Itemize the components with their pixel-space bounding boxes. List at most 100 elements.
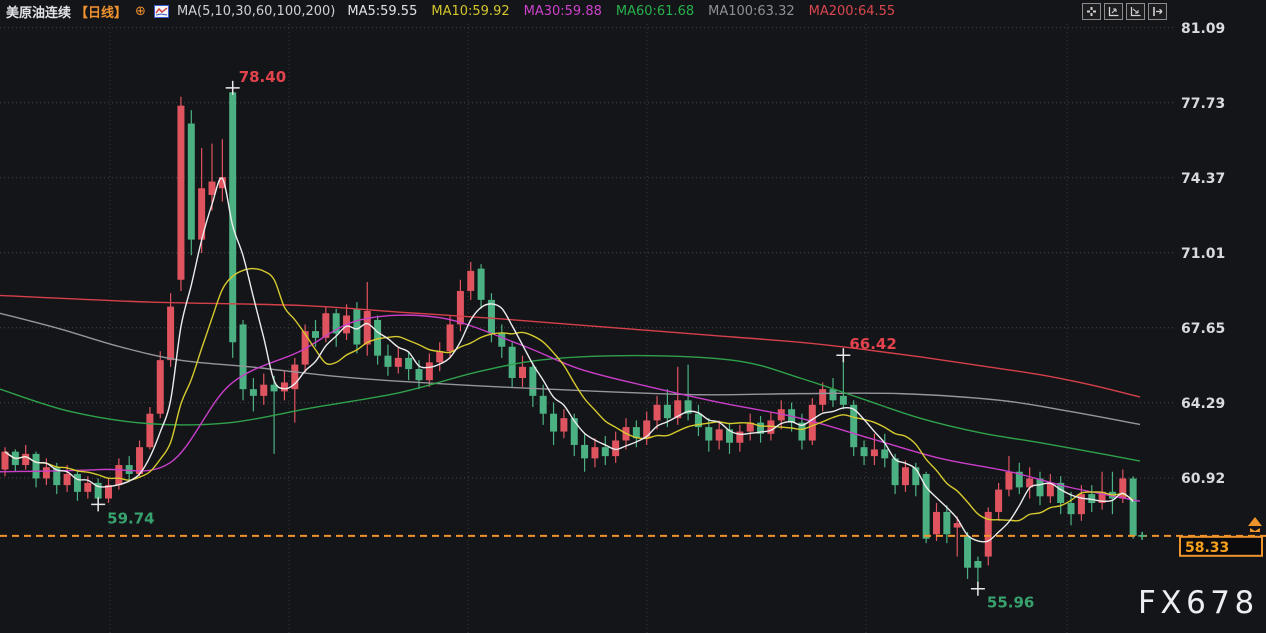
candle-body xyxy=(94,482,102,499)
ma-settings-label[interactable]: MA(5,10,30,60,100,200) xyxy=(176,3,336,19)
ma-legend-item-ma100[interactable]: MA100:63.32 xyxy=(708,3,795,19)
candle-body xyxy=(560,418,568,432)
y-axis-label: 60.92 xyxy=(1181,471,1225,487)
price-annotation: 66.42 xyxy=(849,335,896,353)
y-axis-label: 67.65 xyxy=(1181,321,1225,337)
candle-body xyxy=(177,105,185,280)
scale-axis-left-icon[interactable] xyxy=(1104,3,1123,20)
candle-body xyxy=(632,427,640,439)
candle-body xyxy=(22,453,30,466)
price-scroll-arrow-icon[interactable] xyxy=(1248,517,1262,532)
candle-body xyxy=(808,404,816,441)
candle-body xyxy=(1129,478,1137,536)
candle-body xyxy=(591,447,599,459)
candle-body xyxy=(850,404,858,448)
candle-body xyxy=(456,290,464,325)
candle-body xyxy=(508,346,516,378)
price-annotation: 59.74 xyxy=(107,509,154,527)
extreme-cross-icon xyxy=(836,348,851,363)
candle-body xyxy=(84,482,92,492)
ma-legend: MA5:59.55 MA10:59.92 MA30:59.88 MA60:61.68 M… xyxy=(347,4,895,19)
candle-body xyxy=(280,382,288,392)
candle-body xyxy=(187,123,195,240)
candle-body xyxy=(829,389,837,401)
candle-body xyxy=(539,395,547,414)
candle-body xyxy=(984,511,992,557)
ma-line-ma200 xyxy=(0,294,1141,398)
candle-body xyxy=(870,449,878,457)
candle-body xyxy=(995,489,1003,512)
price-annotation: 78.40 xyxy=(239,68,286,86)
candle-body xyxy=(933,511,940,535)
candle-body xyxy=(1057,482,1065,503)
ma-legend-item-ma60[interactable]: MA60:61.68 xyxy=(615,3,695,19)
candle-body xyxy=(974,561,982,568)
candle-body xyxy=(498,333,506,347)
symbol-name: 美原油连续 xyxy=(6,5,72,21)
candle-body xyxy=(694,413,702,428)
candle-body xyxy=(663,404,671,419)
exit-fullscreen-icon[interactable] xyxy=(1148,3,1167,20)
candle-body xyxy=(767,420,775,434)
candle-body xyxy=(746,422,754,432)
candle-body xyxy=(332,313,340,334)
y-axis-label: 64.29 xyxy=(1181,396,1225,412)
candle-body xyxy=(363,311,371,345)
price-annotation: 55.96 xyxy=(987,594,1034,612)
ma-line-ma60 xyxy=(0,354,1141,462)
candle-body xyxy=(115,465,123,486)
candle-body xyxy=(705,427,713,441)
candle-body xyxy=(105,485,112,499)
scale-axis-right-icon[interactable] xyxy=(1126,3,1145,20)
candle-body xyxy=(601,447,609,457)
candle-body xyxy=(736,431,744,443)
current-price-box xyxy=(1179,535,1263,557)
candle-body xyxy=(964,536,972,568)
candle-body xyxy=(146,413,154,448)
candle-body xyxy=(922,473,930,539)
candle-body xyxy=(901,467,909,486)
ma-legend-item-ma200[interactable]: MA200:64.55 xyxy=(808,3,896,19)
ma-legend-item-ma30[interactable]: MA30:59.88 xyxy=(523,3,602,19)
crosshair-move-icon[interactable] xyxy=(1082,3,1101,20)
candle-body xyxy=(405,357,413,370)
candle-body xyxy=(239,324,247,390)
candle-body xyxy=(167,306,175,361)
ma-legend-item-ma5[interactable]: MA5:59.55 xyxy=(347,3,418,19)
y-axis-label: 77.73 xyxy=(1181,96,1225,112)
extreme-cross-icon xyxy=(91,497,106,512)
candle-body xyxy=(353,308,361,345)
candle-body xyxy=(425,362,433,381)
candle-body xyxy=(529,366,537,396)
candle-body xyxy=(1036,478,1044,497)
period-label[interactable]: 【日线】 xyxy=(75,5,128,21)
candle-body xyxy=(198,188,206,240)
candle-body xyxy=(819,389,827,405)
candle-body xyxy=(229,92,237,343)
candle-body xyxy=(726,429,733,443)
candle-body xyxy=(446,324,454,352)
candle-body xyxy=(860,447,868,457)
kline-mini-icon[interactable] xyxy=(153,4,169,18)
candle-body xyxy=(912,467,920,486)
candle-body xyxy=(42,467,50,479)
candle-body xyxy=(1098,491,1106,503)
candle-body xyxy=(953,523,961,528)
add-indicator-icon[interactable]: ⊕ xyxy=(135,3,146,19)
ma-line-ma5 xyxy=(4,177,1134,543)
candle-body xyxy=(218,177,226,189)
current-price-label: 58.33 xyxy=(1185,540,1229,556)
candle-body xyxy=(487,299,495,334)
ma-line-ma100 xyxy=(0,312,1141,426)
y-axis-label: 81.09 xyxy=(1181,21,1225,37)
candle-body xyxy=(550,413,558,432)
candle-body xyxy=(1005,471,1013,490)
watermark: FX678 xyxy=(1138,585,1259,621)
candle-body xyxy=(260,384,268,396)
candle-body xyxy=(136,447,144,474)
ma-legend-item-ma10[interactable]: MA10:59.92 xyxy=(431,3,510,19)
chart-toolbar xyxy=(1082,3,1167,20)
candle-body xyxy=(891,458,899,486)
last-price-tick-icon xyxy=(1138,531,1147,540)
